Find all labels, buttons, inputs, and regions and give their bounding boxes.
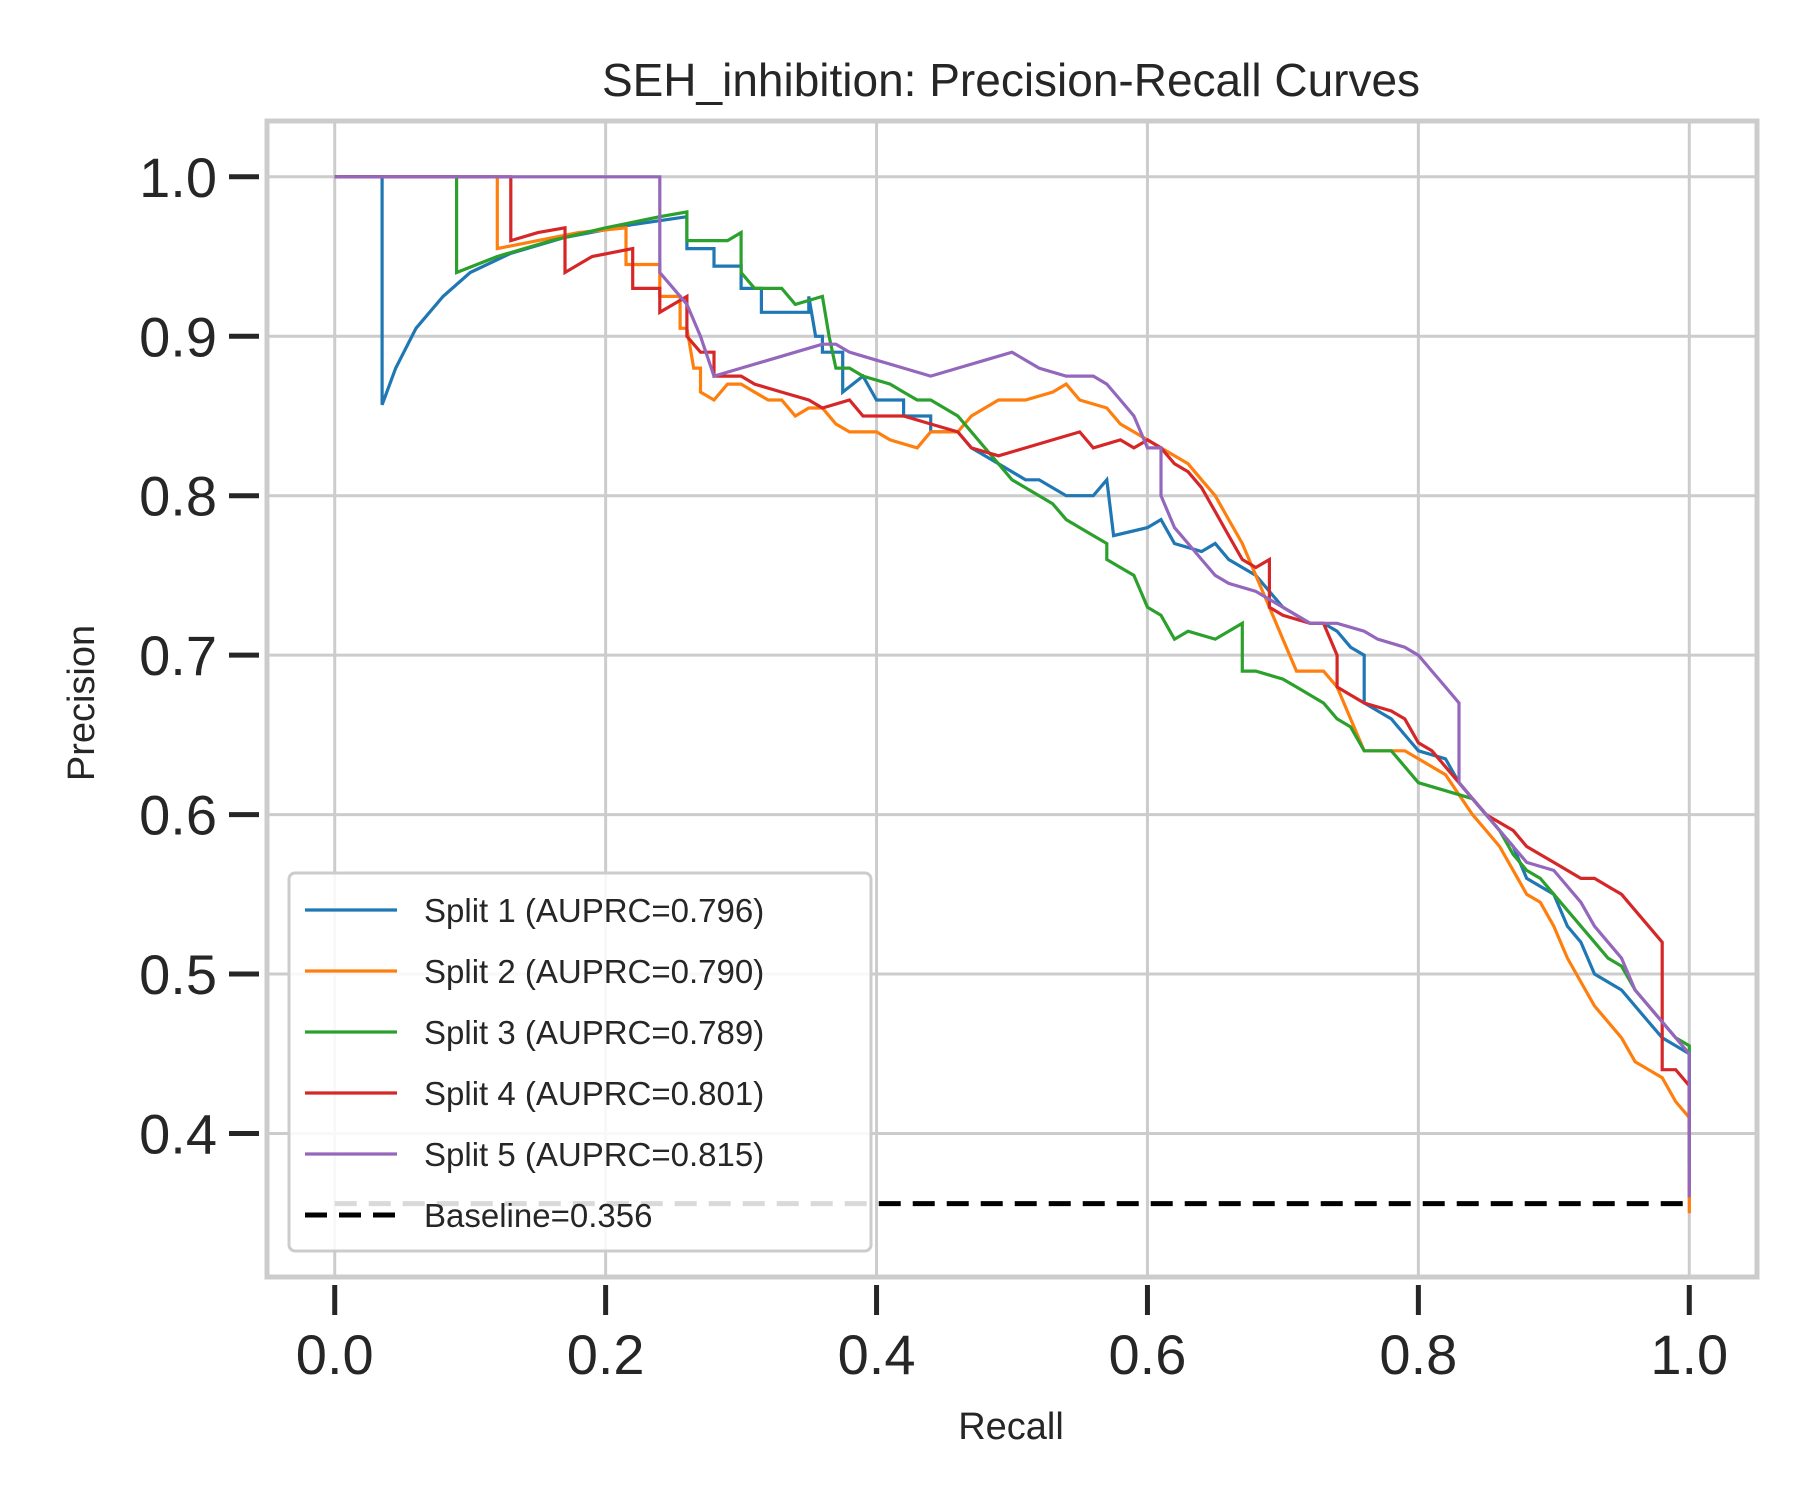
legend: Split 1 (AUPRC=0.796) Split 2 (AUPRC=0.79… xyxy=(287,871,873,1253)
series-line-split-5 xyxy=(334,175,1691,1198)
x-tick-label: 0.6 xyxy=(1109,1323,1187,1386)
y-tick-label: 0.4 xyxy=(139,1102,217,1165)
legend-entry-label-baseline: Baseline=0.356 xyxy=(424,1197,652,1234)
y-axis-label: Precision xyxy=(61,625,103,781)
y-tick-label: 0.7 xyxy=(139,624,217,687)
y-tick-label: 0.8 xyxy=(139,465,217,528)
x-tick-label: 0.8 xyxy=(1379,1323,1457,1386)
x-tick-label: 0.0 xyxy=(296,1323,374,1386)
y-tick-label: 1.0 xyxy=(139,146,217,209)
y-tick-label: 0.6 xyxy=(139,784,217,847)
legend-entry-label: Split 1 (AUPRC=0.796) xyxy=(424,892,764,929)
series-line-split-4 xyxy=(334,175,1691,1134)
series-line-split-3 xyxy=(334,175,1691,1166)
x-tick-label: 0.2 xyxy=(567,1323,645,1386)
y-tick-label: 0.5 xyxy=(139,943,217,1006)
legend-box xyxy=(287,871,873,1253)
series-line-split-2 xyxy=(334,175,1691,1214)
legend-entry-label: Split 3 (AUPRC=0.789) xyxy=(424,1014,764,1051)
legend-entry-label: Split 4 (AUPRC=0.801) xyxy=(424,1075,764,1112)
chart-title: SEH_inhibition: Precision-Recall Curves xyxy=(602,54,1420,106)
legend-entry-label: Split 2 (AUPRC=0.790) xyxy=(424,953,764,990)
x-axis-label: Recall xyxy=(958,1406,1064,1448)
legend-entry-label: Split 5 (AUPRC=0.815) xyxy=(424,1136,764,1173)
ticks: 0.0 0.2 0.4 0.6 0.8 1.0 0.4 0.5 0.6 0.7 0.8 0.9 1.0 xyxy=(139,146,1728,1386)
axes-frame xyxy=(264,118,1760,1280)
y-tick-label: 0.9 xyxy=(139,305,217,368)
x-tick-label: 1.0 xyxy=(1650,1323,1728,1386)
x-tick-label: 0.4 xyxy=(838,1323,916,1386)
